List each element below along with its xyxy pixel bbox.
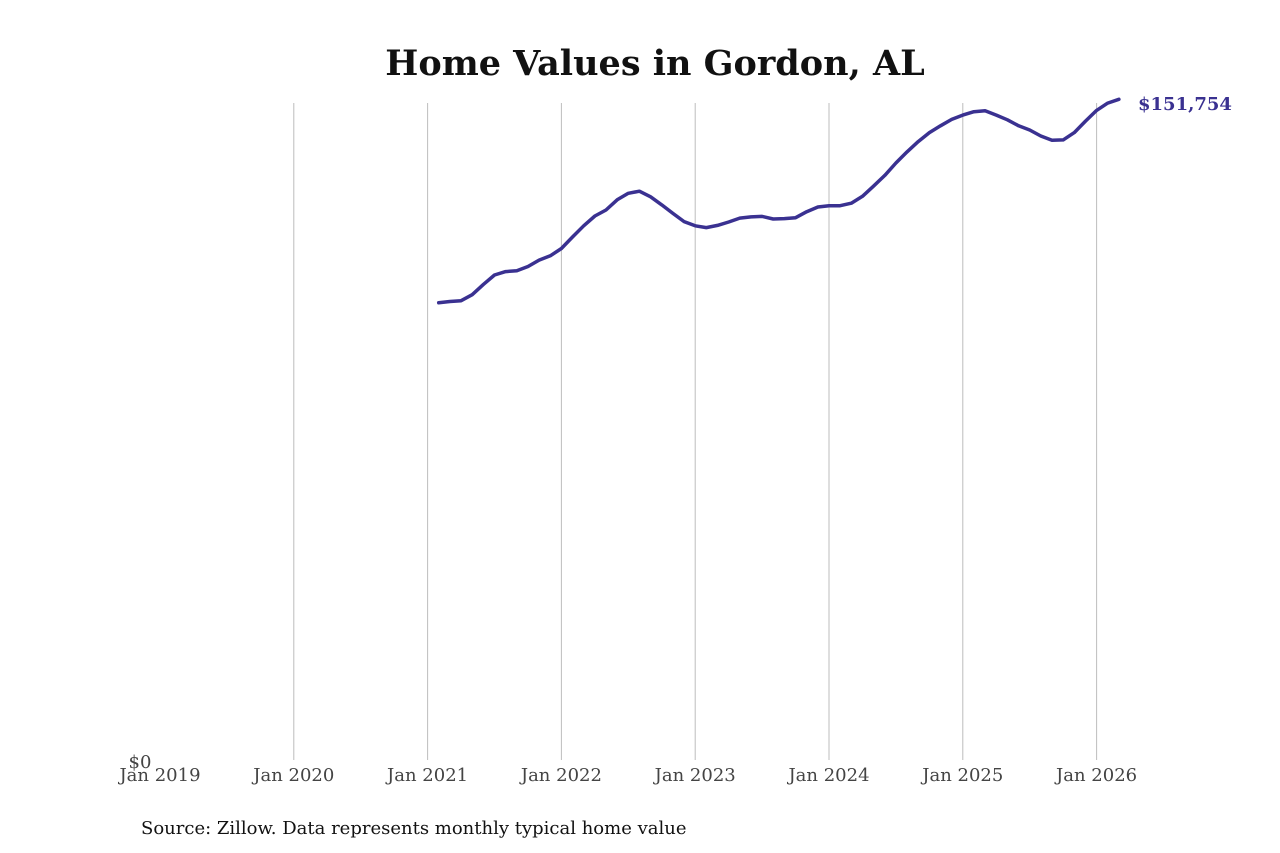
x-tick-label-jan-2021: Jan 2021 — [385, 765, 468, 786]
x-tick-label-jan-2022: Jan 2022 — [519, 765, 602, 786]
x-tick-label-jan-2020: Jan 2020 — [251, 765, 334, 786]
source-note: Source: Zillow. Data represents monthly … — [141, 818, 687, 839]
home-value-series-line — [436, 97, 1121, 305]
x-tick-label-jan-2023: Jan 2023 — [653, 765, 736, 786]
y-tick-label-zero: $0 — [129, 752, 152, 773]
end-value-label: $151,754 — [1138, 94, 1232, 115]
x-axis-tick-labels: Jan 2019 Jan 2020 Jan 2021 Jan 2022 Jan 2023… — [117, 765, 1137, 786]
chart-title: Home Values in Gordon, AL — [385, 43, 924, 84]
x-tick-label-jan-2019: Jan 2019 — [117, 765, 200, 786]
x-tick-label-jan-2025: Jan 2025 — [920, 765, 1003, 786]
x-tick-label-jan-2026: Jan 2026 — [1054, 765, 1137, 786]
x-tick-label-jan-2024: Jan 2024 — [786, 765, 869, 786]
grid-lines — [293, 103, 1098, 760]
